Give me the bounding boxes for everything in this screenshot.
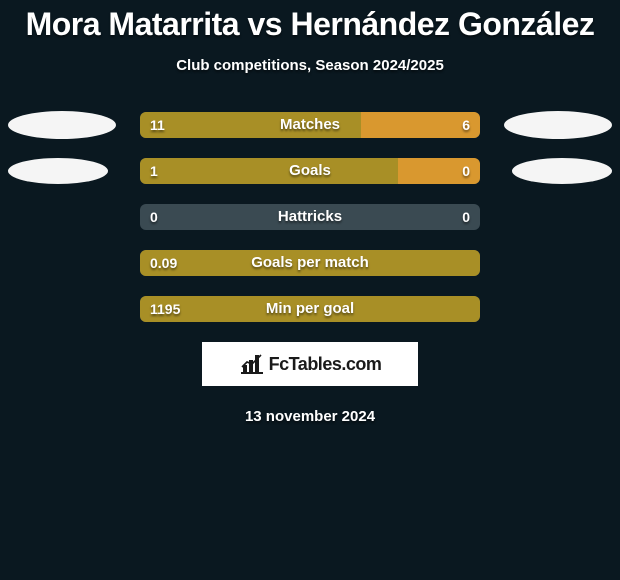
brand-logo: FcTables.com bbox=[202, 342, 418, 386]
footer-date: 13 november 2024 bbox=[0, 408, 620, 425]
bar-player1 bbox=[140, 250, 480, 276]
bar-player1 bbox=[140, 112, 361, 138]
player1-avatar bbox=[8, 158, 108, 184]
bar-player2 bbox=[361, 112, 480, 138]
bar-player1 bbox=[140, 158, 398, 184]
bars-icon bbox=[239, 353, 265, 375]
subtitle: Club competitions, Season 2024/2025 bbox=[0, 57, 620, 74]
brand-text: FcTables.com bbox=[269, 354, 382, 375]
stat-rows: Matches116 Goals10 Hattricks00 Goals per ma… bbox=[0, 112, 620, 322]
page-title: Mora Matarrita vs Hernández González bbox=[0, 6, 620, 43]
bar-track bbox=[140, 158, 480, 184]
bar-track bbox=[140, 204, 480, 230]
bar-player1 bbox=[140, 296, 480, 322]
stat-row: Matches116 bbox=[0, 112, 620, 138]
stat-row: Min per goal1195 bbox=[0, 296, 620, 322]
stat-row: Goals10 bbox=[0, 158, 620, 184]
player1-avatar bbox=[8, 111, 116, 139]
bar-track bbox=[140, 112, 480, 138]
bar-track bbox=[140, 250, 480, 276]
bar-player2 bbox=[398, 158, 480, 184]
player2-avatar bbox=[512, 158, 612, 184]
comparison-infographic: Mora Matarrita vs Hernández González Clu… bbox=[0, 0, 620, 580]
stat-row: Hattricks00 bbox=[0, 204, 620, 230]
player2-avatar bbox=[504, 111, 612, 139]
bar-track bbox=[140, 296, 480, 322]
stat-row: Goals per match0.09 bbox=[0, 250, 620, 276]
